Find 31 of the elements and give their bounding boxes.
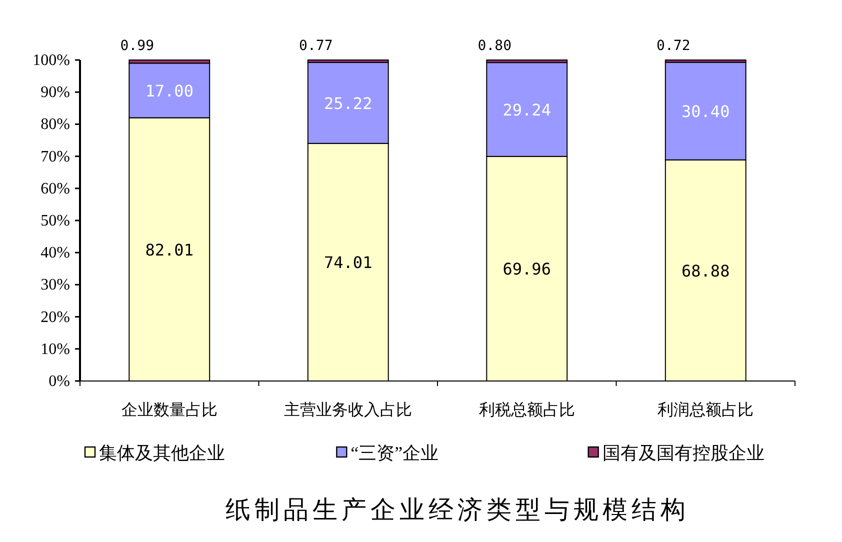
ytick-label: 30% [40, 276, 70, 294]
data-label: 0.99 [120, 38, 154, 54]
ytick-label: 70% [40, 148, 70, 166]
data-label: 30.40 [682, 102, 730, 122]
ytick-label: 90% [40, 84, 70, 102]
ytick-label: 10% [40, 340, 70, 358]
data-label: 0.72 [656, 38, 690, 54]
xtick-label: 主营业务收入占比 [284, 402, 412, 419]
ytick-label: 20% [40, 308, 70, 326]
data-label: 82.01 [145, 240, 194, 260]
legend-item: 集体及其他企业 [84, 443, 225, 463]
xtick-label: 企业数量占比 [121, 402, 218, 419]
ytick-label: 80% [40, 116, 70, 134]
data-label: 25.22 [324, 94, 372, 113]
data-label: 69.96 [502, 260, 551, 279]
xtick-label: 利润总额占比 [658, 402, 754, 419]
data-label: 74.01 [324, 253, 372, 272]
legend-item: “三资”企业 [336, 443, 439, 463]
ytick-label: 40% [40, 244, 70, 262]
data-label: 29.24 [502, 100, 551, 120]
data-label: 68.88 [682, 261, 730, 280]
legend-item: 国有及国有控股企业 [588, 443, 764, 463]
xtick-label: 利税总额占比 [478, 402, 575, 419]
data-label: 17.00 [145, 81, 194, 100]
data-label: 0.80 [478, 38, 512, 54]
ytick-label: 100% [32, 52, 70, 69]
ytick-label: 0% [48, 373, 70, 390]
ytick-label: 50% [40, 212, 70, 230]
data-label: 0.77 [299, 38, 333, 54]
ytick-label: 60% [40, 180, 70, 198]
title: 纸制品生产企业经济类型与规模结构 [226, 497, 690, 524]
